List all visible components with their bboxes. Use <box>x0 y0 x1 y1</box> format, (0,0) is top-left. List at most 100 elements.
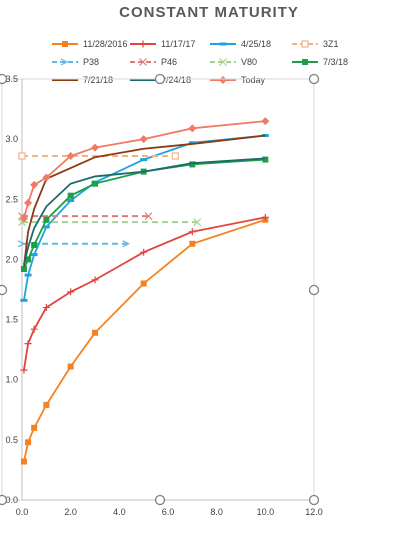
legend: 11/28/2016 11/17/17 4/25/18 3Z1 P38 P46 V80 7/3… <box>52 39 348 85</box>
resize-handle[interactable] <box>308 73 320 85</box>
legend-label: Today <box>241 75 266 85</box>
data-point <box>139 40 147 48</box>
data-point <box>30 325 38 333</box>
data-point <box>67 363 74 370</box>
data-point <box>140 280 147 287</box>
series-p38 <box>17 240 130 248</box>
data-point <box>24 198 33 207</box>
legend-item: 11/17/17 <box>130 39 195 49</box>
series-today <box>19 117 270 223</box>
legend-item: Today <box>210 75 266 85</box>
data-point <box>122 240 130 248</box>
data-point <box>20 266 27 273</box>
data-point <box>20 366 28 374</box>
x-tick-label: 2.0 <box>64 507 77 517</box>
data-point <box>188 228 196 236</box>
legend-item: 4/25/18 <box>210 39 271 49</box>
legend-label: 7/21/18 <box>83 75 113 85</box>
series-line <box>23 157 266 265</box>
data-point <box>261 117 270 126</box>
data-point <box>67 192 74 199</box>
y-tick-label: 0.0 <box>5 495 18 505</box>
data-point <box>219 76 227 84</box>
series-line <box>23 134 266 267</box>
data-point <box>302 59 308 65</box>
data-point <box>219 58 227 66</box>
data-point <box>42 173 51 182</box>
y-tick-label: 0.5 <box>5 435 18 445</box>
data-point <box>17 240 26 248</box>
data-point <box>92 180 98 187</box>
series-11-17-17 <box>20 213 269 374</box>
data-point <box>67 198 75 202</box>
resize-handle[interactable] <box>0 284 8 296</box>
series-4-25-18 <box>20 134 269 302</box>
legend-item: V80 <box>210 57 257 67</box>
data-point <box>30 253 38 257</box>
y-tick-label: 3.5 <box>5 74 18 84</box>
data-point <box>43 216 50 223</box>
data-point <box>19 214 28 223</box>
legend-label: 7/3/18 <box>323 57 348 67</box>
selection-handles <box>0 73 320 506</box>
resize-handle[interactable] <box>0 73 8 85</box>
data-point <box>189 240 196 247</box>
resize-handle[interactable] <box>154 494 166 506</box>
data-point <box>261 213 269 221</box>
series--24-18 <box>23 157 266 265</box>
legend-item: P38 <box>52 57 99 67</box>
series-3z1 <box>18 152 179 160</box>
data-point <box>24 273 32 277</box>
data-point <box>25 256 32 263</box>
data-point <box>171 152 179 160</box>
resize-handle[interactable] <box>0 494 8 506</box>
resize-handle[interactable] <box>308 284 320 296</box>
series-line <box>23 218 266 462</box>
data-point <box>25 439 32 446</box>
data-point <box>262 156 269 163</box>
y-tick-label: 1.5 <box>5 315 18 325</box>
legend-item: ?/24/18 <box>130 75 191 85</box>
series-11-28-2016 <box>20 216 269 465</box>
data-point <box>193 218 202 227</box>
data-point <box>20 458 27 465</box>
x-tick-label: 12.0 <box>305 507 323 517</box>
legend-label: 11/28/2016 <box>83 39 127 49</box>
y-tick-label: 3.0 <box>5 134 18 144</box>
legend-item: P46 <box>130 57 177 67</box>
data-point <box>20 298 28 302</box>
data-point <box>144 212 153 221</box>
y-tick-label: 2.5 <box>5 194 18 204</box>
data-point <box>139 135 148 144</box>
data-point <box>140 248 148 256</box>
data-point <box>219 42 227 46</box>
data-point <box>18 152 26 160</box>
data-point <box>66 151 75 160</box>
legend-label: 11/17/17 <box>161 39 195 49</box>
legend-label: P38 <box>83 57 99 67</box>
x-tick-label: 10.0 <box>257 507 275 517</box>
data-point <box>30 180 39 189</box>
x-tick-label: 6.0 <box>162 507 175 517</box>
x-tick-label: 8.0 <box>210 507 223 517</box>
data-point <box>42 304 50 312</box>
data-point <box>67 288 75 296</box>
data-point <box>188 141 196 145</box>
data-point <box>189 161 196 168</box>
legend-item: 3Z1 <box>292 39 339 49</box>
y-tick-label: 2.0 <box>5 254 18 264</box>
data-point <box>140 158 148 162</box>
plot-area <box>17 117 270 465</box>
legend-label: V80 <box>241 57 257 67</box>
chart-frame <box>1 78 315 501</box>
legend-label: 3Z1 <box>323 39 339 49</box>
resize-handle[interactable] <box>308 494 320 506</box>
y-tick-label: 1.0 <box>5 375 18 385</box>
data-point <box>188 124 197 133</box>
data-point <box>139 58 147 66</box>
series-v80 <box>18 218 202 227</box>
x-tick-label: 0.0 <box>16 507 29 517</box>
resize-handle[interactable] <box>154 73 166 85</box>
axes: 0.0 2.0 4.0 6.0 8.0 10.0 12.0 0.0 0.5 1.0 1.5 2.0 2.… <box>5 74 322 517</box>
